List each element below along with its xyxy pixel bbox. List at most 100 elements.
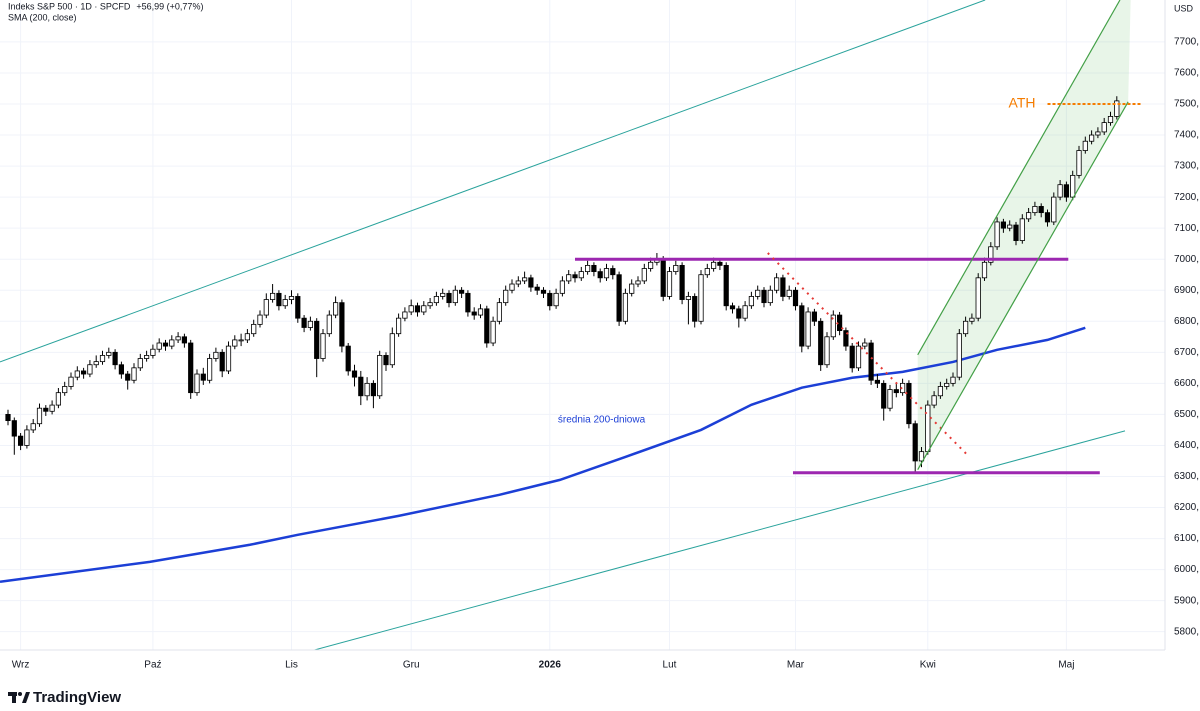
- candle-body: [736, 308, 742, 319]
- candle-body: [339, 302, 345, 347]
- candle-body: [1070, 174, 1076, 198]
- y-tick-label: 6000,: [1174, 564, 1199, 575]
- drawing-label: ATH: [1009, 95, 1036, 111]
- x-tick-label: Lis: [285, 660, 298, 671]
- y-tick-label: 6900,: [1174, 285, 1199, 296]
- candle-body: [219, 351, 225, 372]
- candle-body: [251, 323, 257, 335]
- currency: USD: [1174, 3, 1194, 13]
- candle-body: [156, 342, 162, 350]
- candle-body: [912, 423, 918, 462]
- chart-title: Indeks S&P 500 · 1D · SPCFD: [8, 1, 131, 11]
- candle-body: [818, 320, 824, 366]
- candle-body: [137, 358, 143, 369]
- candle-body: [622, 292, 629, 322]
- candle-body: [307, 320, 314, 328]
- candle-body: [106, 351, 112, 356]
- price-change: +56,99 (+0,77%): [136, 1, 203, 11]
- candle-body: [188, 342, 194, 394]
- candle-body: [805, 311, 811, 347]
- candle-body: [849, 345, 855, 369]
- candle-body: [559, 280, 566, 294]
- y-tick-label: 6100,: [1174, 533, 1199, 544]
- candle-body: [471, 311, 477, 316]
- candle-body: [484, 308, 490, 344]
- candle-body: [874, 379, 881, 384]
- x-tick-label: Wrz: [12, 660, 30, 671]
- candle-body: [1038, 206, 1044, 214]
- candle-body: [1089, 134, 1095, 142]
- candle-body: [276, 292, 282, 307]
- candle-body: [534, 286, 540, 291]
- candle-body: [881, 382, 887, 409]
- candle-body: [648, 261, 654, 269]
- candle-body: [288, 296, 295, 300]
- candle-body: [540, 289, 547, 294]
- trend-line: [312, 430, 1126, 650]
- candle-body: [326, 314, 332, 335]
- candle-body: [843, 330, 849, 347]
- candle-body: [629, 283, 635, 294]
- y-tick-label: 6500,: [1174, 409, 1199, 420]
- y-tick-label: 6800,: [1174, 316, 1199, 327]
- candle-body: [1095, 131, 1101, 136]
- candle-body: [18, 435, 24, 446]
- candle-body: [36, 407, 43, 425]
- candle-body: [232, 339, 238, 347]
- candle-body: [1013, 224, 1019, 241]
- y-tick-label: 7500,: [1174, 99, 1199, 110]
- candle-body: [490, 320, 496, 344]
- candle-body: [503, 289, 509, 304]
- y-tick-label: 5900,: [1174, 595, 1199, 606]
- sma-annotation: średnia 200-dniowa: [558, 415, 646, 426]
- candle-body: [1000, 221, 1007, 229]
- candle-body: [43, 407, 49, 412]
- candle-body: [1019, 218, 1025, 241]
- candle-body: [370, 382, 377, 397]
- candle-body: [1057, 184, 1063, 198]
- candle-body: [55, 392, 62, 406]
- candle-body: [811, 311, 818, 322]
- candle-body: [446, 292, 452, 304]
- y-tick-label: 7700,: [1174, 37, 1199, 48]
- candle-body: [440, 292, 446, 297]
- candle-body: [377, 355, 383, 397]
- candle-body: [1076, 150, 1082, 176]
- candle-body: [704, 268, 710, 276]
- y-tick-label: 7000,: [1174, 254, 1199, 265]
- candle-body: [225, 345, 232, 372]
- candle-body: [969, 317, 975, 322]
- candle-body: [257, 314, 263, 325]
- candle-body: [301, 317, 307, 328]
- candle-body: [314, 320, 320, 359]
- candle-body: [263, 299, 269, 316]
- candle-body: [1114, 100, 1120, 117]
- candle-body: [918, 451, 925, 462]
- candle-body: [792, 289, 799, 307]
- candle-body: [566, 274, 572, 282]
- candle-body: [162, 342, 169, 347]
- candle-body: [685, 296, 692, 300]
- candle-body: [131, 367, 137, 381]
- candle-body: [465, 292, 471, 313]
- candle-body: [200, 373, 206, 381]
- x-tick-label: Mar: [787, 660, 805, 671]
- candle-body: [414, 305, 421, 313]
- candle-body: [641, 268, 647, 282]
- candle-body: [862, 342, 868, 347]
- candle-body: [799, 305, 805, 347]
- candle-body: [1107, 116, 1114, 124]
- y-tick-label: 6700,: [1174, 347, 1199, 358]
- candle-body: [358, 376, 364, 397]
- candle-body: [553, 292, 559, 307]
- candle-body: [427, 302, 433, 307]
- y-tick-label: 7200,: [1174, 192, 1199, 203]
- candle-body: [994, 221, 1000, 248]
- candle-body: [68, 376, 74, 387]
- candle-body: [975, 277, 981, 319]
- logo-text: TradingView: [33, 689, 121, 706]
- candle-body: [1082, 140, 1088, 151]
- candle-body: [748, 296, 755, 307]
- candle-body: [1101, 122, 1107, 133]
